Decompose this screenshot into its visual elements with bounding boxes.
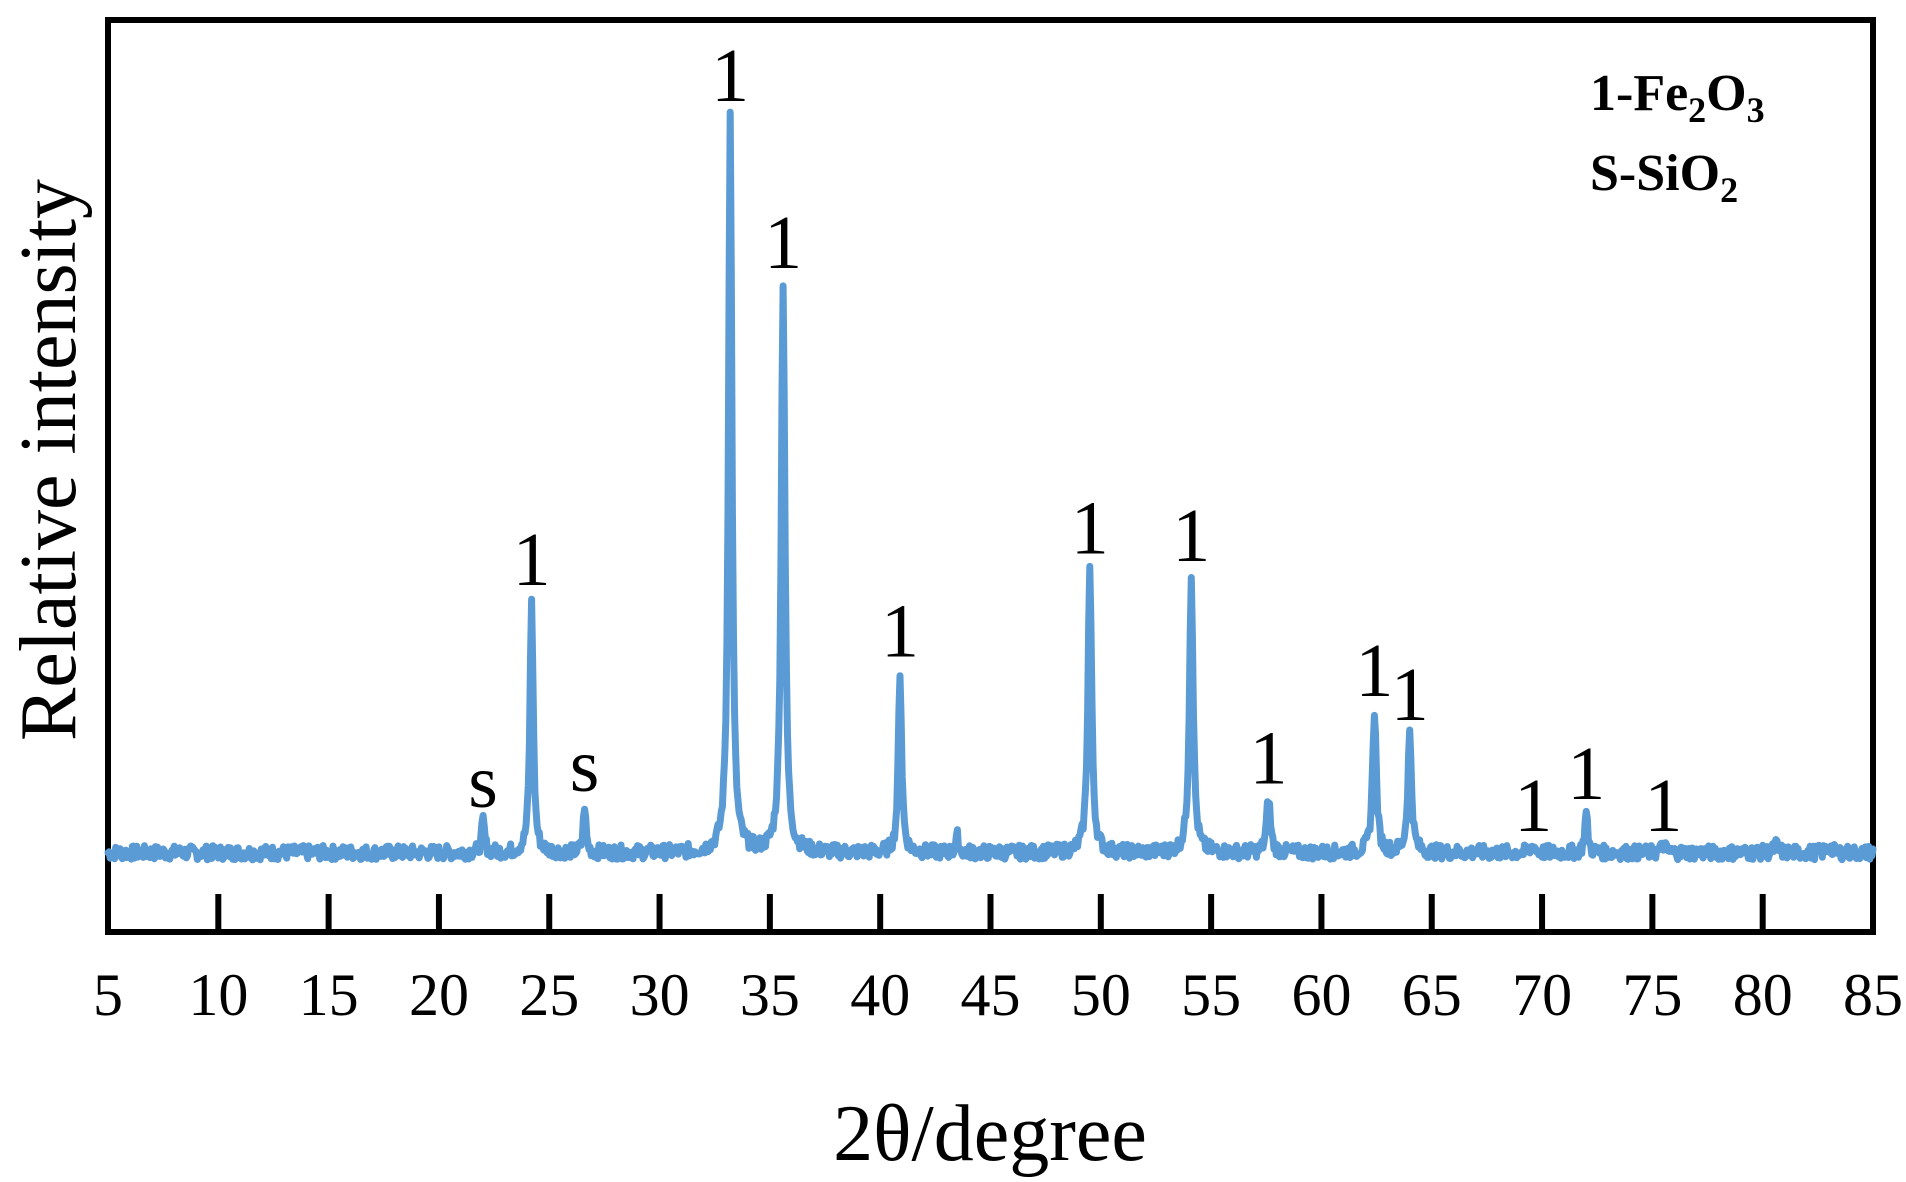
legend-entry: S-SiO2 [1590, 145, 1738, 210]
x-tick-label: 60 [1291, 962, 1351, 1028]
peak-label: s [570, 724, 600, 808]
x-tick-label: 20 [409, 962, 469, 1028]
x-tick-label: 25 [519, 962, 579, 1028]
peak-label: 1 [1355, 629, 1393, 713]
x-tick-label: 55 [1181, 962, 1241, 1028]
phase-legend: 1-Fe2O3 S-SiO2 [1590, 65, 1765, 210]
x-tick-label: 85 [1843, 962, 1903, 1028]
peak-label: 1 [1514, 764, 1552, 848]
peak-label: 1 [711, 34, 749, 118]
peak-label: 1 [513, 518, 551, 602]
peak-label: 1 [881, 589, 919, 673]
peak-label: 1 [1172, 494, 1210, 578]
peak-label: 1 [1071, 486, 1109, 570]
peak-label: 1 [1567, 732, 1605, 816]
x-tick-label: 5 [93, 962, 123, 1028]
x-tick-label: 70 [1512, 962, 1572, 1028]
peak-label: 1 [1391, 653, 1429, 737]
x-tick-label: 65 [1402, 962, 1462, 1028]
x-ticks [215, 894, 1766, 932]
x-tick-label: 80 [1733, 962, 1793, 1028]
peak-label: 1 [1644, 764, 1682, 848]
x-tick-label: 75 [1622, 962, 1682, 1028]
x-tick-label: 45 [961, 962, 1021, 1028]
x-tick-label: 30 [630, 962, 690, 1028]
y-axis-title: Relative intensity [5, 179, 93, 741]
x-tick-label: 10 [188, 962, 248, 1028]
x-tick-label: 15 [299, 962, 359, 1028]
x-axis-title: 2θ/degree [833, 1090, 1147, 1178]
legend-entry: 1-Fe2O3 [1590, 65, 1765, 130]
peak-label: s [468, 740, 498, 824]
x-tick-labels: 5 10 15 20 25 30 35 40 45 50 55 60 65 70 75 80 85 [93, 962, 1903, 1028]
x-tick-label: 35 [740, 962, 800, 1028]
x-tick-label: 40 [850, 962, 910, 1028]
xrd-pattern-line [104, 108, 1877, 864]
x-tick-label: 50 [1071, 962, 1131, 1028]
peak-label: 1 [764, 201, 802, 285]
peak-label: 1 [1249, 716, 1287, 800]
